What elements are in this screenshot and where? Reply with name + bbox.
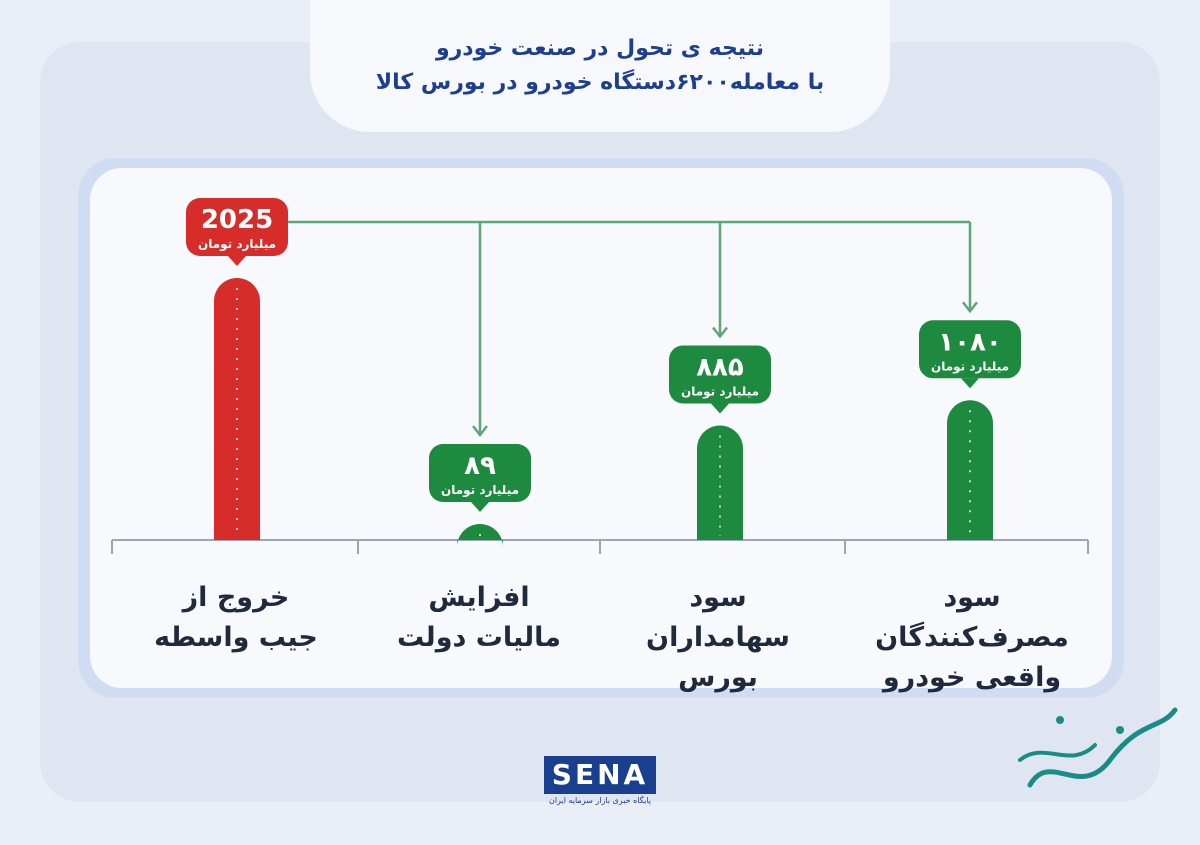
bar [697, 425, 743, 540]
chart-title-line2: با معامله۶۲۰۰دستگاه خودرو در بورس کالا [375, 70, 825, 95]
category-label-line1: افزایش [428, 582, 530, 613]
chart-title-line1: نتیجه ی تحول در صنعت خودرو [435, 36, 765, 61]
value-badge [669, 345, 771, 404]
category-label-consumers: سود مصرف‌کنندگان واقعی خودرو [862, 578, 1082, 698]
unit-label: میلیارد تومان [198, 237, 276, 252]
logo-subtitle: پایگاه خبری بازار سرمایه ایران [548, 796, 652, 805]
value-badge-pointer [228, 256, 246, 266]
value-badge-pointer [711, 403, 729, 414]
category-label-government: افزایش مالیات دولت [369, 578, 589, 658]
category-label-line2: سهامداران بورس [646, 622, 790, 693]
category-label-line1: خروج از [182, 582, 290, 613]
value-badge [429, 444, 531, 502]
category-label-shareholders: سود سهامداران بورس [608, 578, 828, 698]
data-label: ۸۹ [464, 451, 496, 481]
value-badge [186, 198, 288, 256]
data-label: ۸۸۵ [696, 352, 744, 382]
flow-arrowhead [472, 425, 488, 438]
flow-arrowhead [962, 301, 978, 314]
unit-label: میلیارد تومان [931, 359, 1009, 374]
flow-arrowhead [712, 326, 728, 339]
data-label: ۱۰۸۰ [938, 327, 1001, 357]
logo-wordmark: SENA [543, 756, 657, 794]
category-label-line2: مالیات دولت [396, 622, 562, 653]
sena-logo: SENA پایگاه خبری بازار سرمایه ایران [530, 756, 670, 808]
category-label-line1: سود [689, 582, 747, 613]
category-label-line1: سود مصرف‌کنندگان [875, 582, 1069, 653]
category-label-line2: جیب واسطه [154, 622, 318, 653]
bar [947, 400, 993, 540]
value-badge-pointer [471, 502, 489, 512]
watermark-logo [1018, 707, 1178, 788]
category-label-line2: واقعی خودرو [882, 662, 1062, 693]
category-label-intermediary: خروج از جیب واسطه [126, 578, 346, 658]
value-badge [919, 320, 1021, 379]
value-badge-pointer [961, 378, 979, 389]
unit-label: میلیارد تومان [681, 384, 759, 399]
data-label: 2025 [201, 205, 273, 235]
title-box: نتیجه ی تحول در صنعت خودرو با معامله۶۲۰۰… [310, 0, 890, 132]
unit-label: میلیارد تومان [441, 483, 519, 498]
